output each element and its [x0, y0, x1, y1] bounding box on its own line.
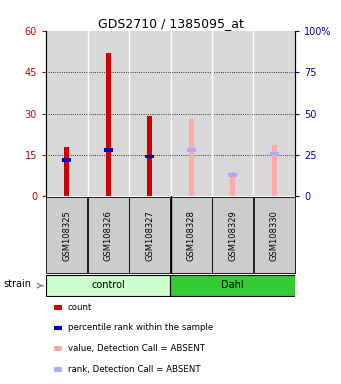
Text: GSM108329: GSM108329 — [228, 210, 237, 261]
Text: strain: strain — [3, 279, 31, 289]
Bar — [228, 173, 237, 177]
Text: GSM108328: GSM108328 — [187, 210, 196, 261]
Bar — [54, 367, 62, 372]
FancyBboxPatch shape — [46, 197, 87, 273]
FancyBboxPatch shape — [46, 275, 170, 296]
FancyBboxPatch shape — [171, 197, 211, 273]
Bar — [145, 155, 154, 158]
Bar — [62, 158, 71, 162]
FancyBboxPatch shape — [129, 197, 170, 273]
Bar — [54, 346, 62, 351]
Text: GSM108330: GSM108330 — [270, 210, 279, 261]
Bar — [189, 119, 194, 196]
Text: GSM108326: GSM108326 — [104, 210, 113, 261]
Text: GSM108327: GSM108327 — [145, 210, 154, 261]
Bar — [54, 326, 62, 330]
Text: value, Detection Call = ABSENT: value, Detection Call = ABSENT — [68, 344, 205, 353]
Text: Dahl: Dahl — [221, 280, 244, 290]
Bar — [270, 152, 279, 155]
FancyBboxPatch shape — [212, 197, 253, 273]
Title: GDS2710 / 1385095_at: GDS2710 / 1385095_at — [98, 17, 243, 30]
FancyBboxPatch shape — [254, 197, 295, 273]
Bar — [104, 148, 113, 152]
Bar — [106, 53, 111, 196]
Text: count: count — [68, 303, 92, 312]
FancyBboxPatch shape — [170, 275, 295, 296]
Bar — [272, 145, 277, 196]
Bar — [187, 148, 196, 152]
Text: percentile rank within the sample: percentile rank within the sample — [68, 323, 213, 333]
FancyBboxPatch shape — [88, 197, 129, 273]
Bar — [147, 116, 152, 196]
Bar — [230, 172, 235, 196]
Bar — [64, 147, 69, 196]
Text: GSM108325: GSM108325 — [62, 210, 71, 261]
Text: rank, Detection Call = ABSENT: rank, Detection Call = ABSENT — [68, 365, 201, 374]
Text: control: control — [91, 280, 125, 290]
Bar — [54, 305, 62, 310]
